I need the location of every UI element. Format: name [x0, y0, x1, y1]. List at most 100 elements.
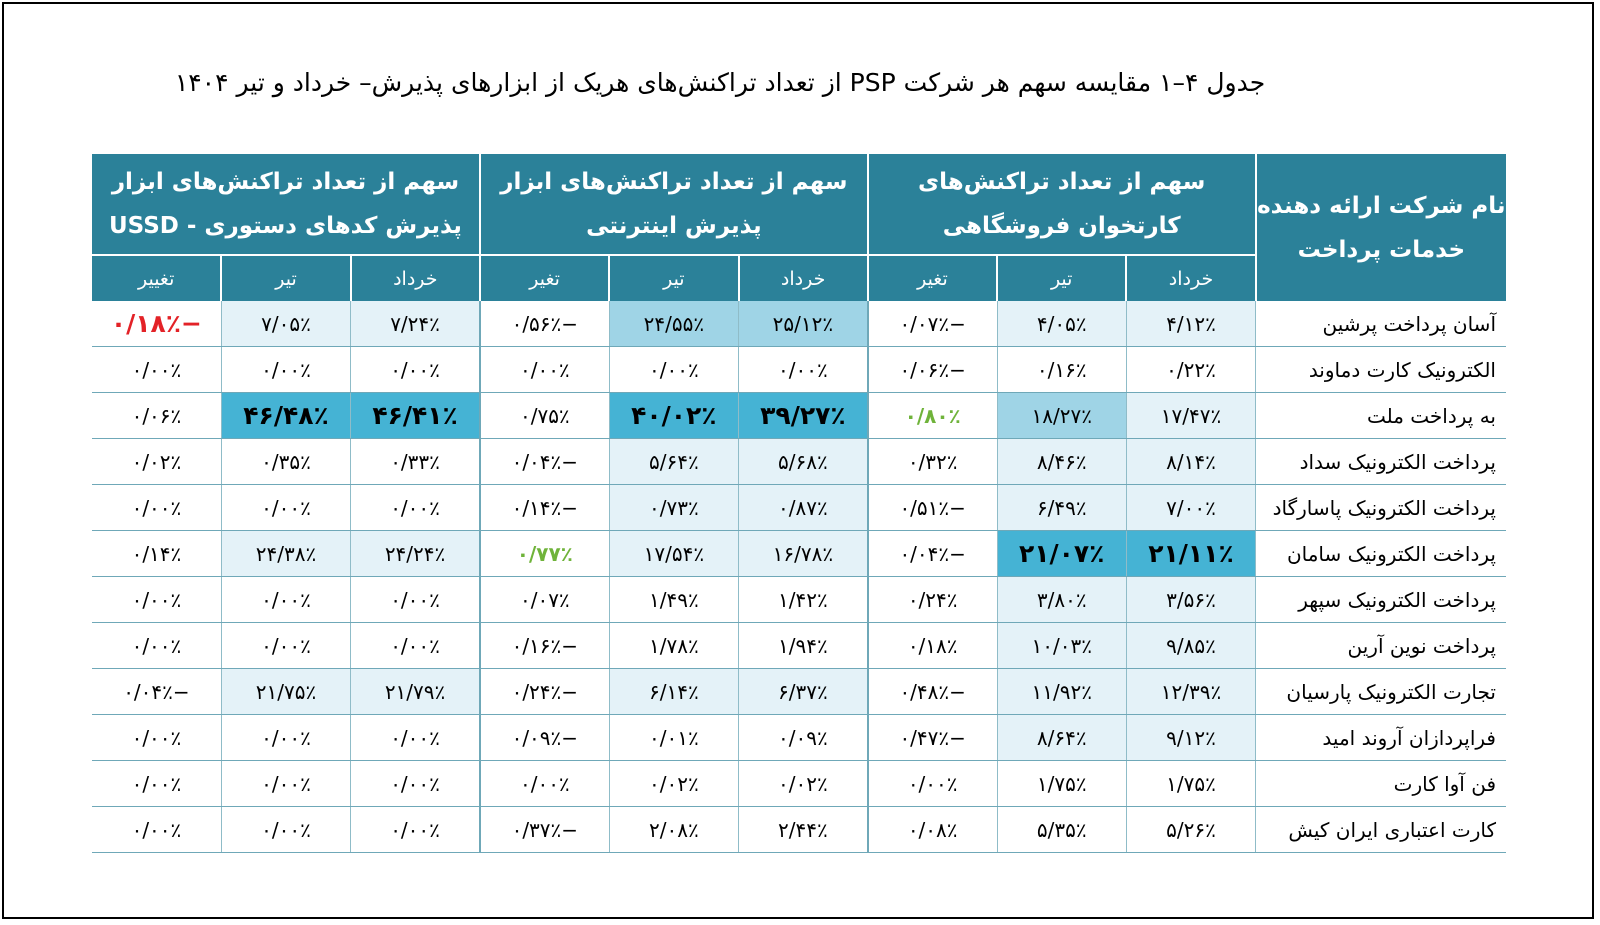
value-cell: ۰/۰۲٪: [92, 438, 222, 485]
value-cell: ۷/۰۰٪: [1125, 484, 1256, 531]
value-cell: ۵/۶۸٪: [737, 438, 868, 485]
company-name-cell: تجارت الکترونیک پارسیان: [1255, 668, 1506, 715]
value-cell: ۰/۰۰٪: [220, 576, 351, 623]
value-cell: ۵/۲۶٪: [1125, 806, 1256, 853]
value-cell: ۷/۲۴٪: [350, 301, 480, 347]
value-cell: ۱/۷۸٪: [608, 622, 739, 669]
value-cell: ۰/۸۰٪: [866, 392, 998, 439]
value-cell: ۰/۰۸٪: [866, 806, 998, 853]
value-cell: ۱۸/۲۷٪: [996, 392, 1127, 439]
value-cell: ۰/۰۰٪: [737, 346, 868, 393]
value-cell: ۱۲/۳۹٪: [1125, 668, 1256, 715]
value-cell: ۲۱/۷۵٪: [220, 668, 351, 715]
company-name-cell: پرداخت نوین آرین: [1255, 622, 1506, 669]
table-row: پرداخت نوین آرین ۹/۸۵٪ ۱۰/۰۳٪ ۰/۱۸٪ ۱/۹۴٪ ۱/۷…: [92, 622, 1506, 669]
header-group-pos: سهم از تعداد تراکنش‌های کارتخوان فروشگاه…: [866, 154, 1256, 255]
value-cell: ۴/۱۲٪: [1125, 301, 1256, 347]
company-name-cell: آسان پرداخت پرشین: [1255, 301, 1506, 347]
table-row: کارت اعتباری ایران کیش ۵/۲۶٪ ۵/۳۵٪ ۰/۰۸٪ ۲/۴…: [92, 806, 1506, 853]
value-cell: ۱/۷۵٪: [996, 760, 1127, 807]
table-row: پرداخت الکترونیک پاسارگاد ۷/۰۰٪ ۶/۴۹٪ −۰/۵۱…: [92, 484, 1506, 531]
value-cell: ۲۴/۵۵٪: [608, 301, 739, 347]
header-sub-change: تغییر: [92, 254, 222, 301]
value-cell: ۰/۷۷٪: [478, 530, 610, 577]
header-sub-khordad: خرداد: [737, 254, 868, 301]
value-cell: ۰/۰۲٪: [737, 760, 868, 807]
table-row: پرداخت الکترونیک سپهر ۳/۵۶٪ ۳/۸۰٪ ۰/۲۴٪ ۱/۴۲…: [92, 576, 1506, 623]
value-cell: ۰/۰۰٪: [92, 714, 222, 761]
value-cell: −۰/۱۸٪: [92, 301, 222, 347]
value-cell: ۰/۲۴٪: [866, 576, 998, 623]
value-cell: ۳/۵۶٪: [1125, 576, 1256, 623]
value-cell: ۳۹/۲۷٪: [737, 392, 868, 439]
header-sub-change: تغیر: [478, 254, 610, 301]
value-cell: ۰/۰۰٪: [220, 622, 351, 669]
header-group-internet: سهم از تعداد تراکنش‌های ابزار پذیرش اینت…: [478, 154, 868, 255]
value-cell: −۰/۰۹٪: [478, 714, 610, 761]
value-cell: −۰/۰۶٪: [866, 346, 998, 393]
value-cell: ۲/۰۸٪: [608, 806, 739, 853]
table-row: فن آوا کارت ۱/۷۵٪ ۱/۷۵٪ ۰/۰۰٪ ۰/۰۲٪ ۰/۰۲٪ ۰/۰۰…: [92, 760, 1506, 807]
value-cell: −۰/۰۴٪: [478, 438, 610, 485]
value-cell: −۰/۱۴٪: [478, 484, 610, 531]
value-cell: ۰/۱۶٪: [996, 346, 1127, 393]
header-sub-change: تغیر: [866, 254, 998, 301]
value-cell: −۰/۵۶٪: [478, 301, 610, 347]
value-cell: ۰/۰۷٪: [478, 576, 610, 623]
value-cell: −۰/۳۷٪: [478, 806, 610, 853]
value-cell: ۱/۴۲٪: [737, 576, 868, 623]
value-cell: ۰/۰۰٪: [92, 622, 222, 669]
header-group-ussd: سهم از تعداد تراکنش‌های ابزار پذیرش کدها…: [92, 154, 480, 255]
value-cell: ۰/۰۰٪: [478, 346, 610, 393]
value-cell: ۸/۴۶٪: [996, 438, 1127, 485]
value-cell: ۱۷/۵۴٪: [608, 530, 739, 577]
value-cell: ۹/۱۲٪: [1125, 714, 1256, 761]
table-row: آسان پرداخت پرشین ۴/۱۲٪ ۴/۰۵٪ −۰/۰۷٪ ۲۵/۱۲٪ ۲…: [92, 301, 1506, 347]
company-name-cell: فن آوا کارت: [1255, 760, 1506, 807]
value-cell: ۰/۷۳٪: [608, 484, 739, 531]
company-name-cell: کارت اعتباری ایران کیش: [1255, 806, 1506, 853]
value-cell: ۰/۷۵٪: [478, 392, 610, 439]
table-row: تجارت الکترونیک پارسیان ۱۲/۳۹٪ ۱۱/۹۲٪ −۰/۴۸…: [92, 668, 1506, 715]
table-row: پرداخت الکترونیک سداد ۸/۱۴٪ ۸/۴۶٪ ۰/۳۲٪ ۵/۶۸…: [92, 438, 1506, 485]
value-cell: ۷/۰۵٪: [220, 301, 351, 347]
value-cell: ۲۴/۲۴٪: [350, 530, 480, 577]
value-cell: −۰/۰۴٪: [92, 668, 222, 715]
value-cell: ۱۱/۹۲٪: [996, 668, 1127, 715]
header-sub-khordad: خرداد: [349, 254, 480, 301]
value-cell: ۰/۱۸٪: [866, 622, 998, 669]
company-name-cell: پرداخت الکترونیک سامان: [1255, 530, 1506, 577]
value-cell: −۰/۰۴٪: [866, 530, 998, 577]
company-name-cell: پرداخت الکترونیک سپهر: [1255, 576, 1506, 623]
value-cell: ۹/۸۵٪: [1125, 622, 1256, 669]
value-cell: ۶/۴۹٪: [996, 484, 1127, 531]
value-cell: ۰/۰۰٪: [350, 622, 480, 669]
value-cell: ۱/۷۵٪: [1125, 760, 1256, 807]
value-cell: ۰/۰۹٪: [737, 714, 868, 761]
psp-share-table: نام شرکت ارائه دهنده خدمات پرداخت سهم از…: [92, 154, 1506, 853]
value-cell: ۵/۳۵٪: [996, 806, 1127, 853]
value-cell: ۰/۲۲٪: [1125, 346, 1256, 393]
value-cell: ۰/۰۰٪: [350, 806, 480, 853]
value-cell: ۰/۳۳٪: [350, 438, 480, 485]
table-row: به پرداخت ملت ۱۷/۴۷٪ ۱۸/۲۷٪ ۰/۸۰٪ ۳۹/۲۷٪ ۴۰/۰…: [92, 392, 1506, 439]
value-cell: ۰/۰۲٪: [608, 760, 739, 807]
value-cell: ۸/۶۴٪: [996, 714, 1127, 761]
value-cell: ۰/۰۰٪: [220, 484, 351, 531]
value-cell: ۰/۰۰٪: [350, 714, 480, 761]
value-cell: ۲۴/۳۸٪: [220, 530, 351, 577]
value-cell: ۰/۰۱٪: [608, 714, 739, 761]
value-cell: ۲۱/۰۷٪: [996, 530, 1127, 577]
table-row: الکترونیک کارت دماوند ۰/۲۲٪ ۰/۱۶٪ −۰/۰۶٪ ۰/۰…: [92, 346, 1506, 393]
value-cell: ۴۶/۴۸٪: [220, 392, 351, 439]
value-cell: ۰/۰۰٪: [220, 806, 351, 853]
value-cell: ۰/۰۰٪: [220, 760, 351, 807]
header-sub-tir: تیر: [220, 254, 351, 301]
value-cell: ۰/۰۰٪: [350, 484, 480, 531]
value-cell: ۵/۶۴٪: [608, 438, 739, 485]
value-cell: ۶/۱۴٪: [608, 668, 739, 715]
value-cell: ۴۶/۴۱٪: [350, 392, 480, 439]
value-cell: ۰/۱۴٪: [92, 530, 222, 577]
value-cell: ۰/۰۰٪: [608, 346, 739, 393]
value-cell: −۰/۰۷٪: [866, 301, 998, 347]
